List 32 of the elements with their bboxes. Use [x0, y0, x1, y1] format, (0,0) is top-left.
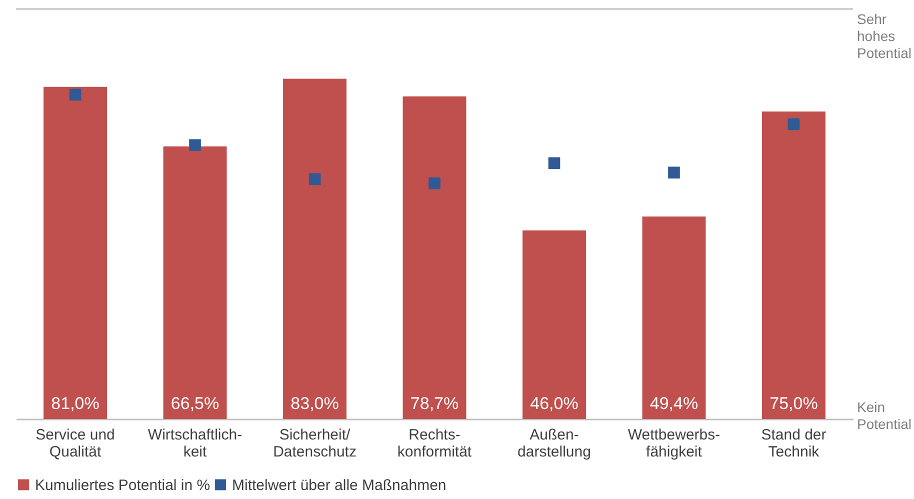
legend-label: Kumuliertes Potential in % — [35, 476, 210, 494]
legend-label: Mittelwert über alle Maßnahmen — [232, 476, 446, 494]
bar — [642, 216, 706, 419]
point — [189, 139, 201, 152]
data-label: 75,0% — [770, 394, 818, 413]
data-label: 66,5% — [170, 394, 220, 413]
x-tick-label: Außen- darstellung — [518, 426, 591, 460]
data-label: 81,0% — [51, 394, 100, 413]
point — [668, 166, 680, 179]
data-label: 49,4% — [650, 394, 698, 413]
x-tick-label: Stand der Technik — [761, 426, 826, 460]
point — [788, 118, 800, 130]
x-tick-label: Rechts- konformität — [397, 426, 472, 460]
bar — [163, 146, 227, 419]
bar — [44, 86, 108, 419]
bar — [402, 96, 466, 419]
x-tick-label: Sicherheit/ Datenschutz — [273, 426, 356, 460]
text: Sehr hohes Potential — [857, 11, 912, 61]
x-tick-label: Wirtschaftlich- keit — [148, 426, 242, 460]
point — [308, 173, 321, 186]
bar — [522, 230, 586, 419]
bar — [762, 112, 826, 419]
data-label: 83,0% — [290, 394, 339, 413]
point — [548, 157, 560, 170]
data-label: 78,7% — [410, 394, 459, 413]
data-label: 46,0% — [530, 394, 578, 413]
bar — [283, 78, 346, 419]
point — [428, 177, 440, 190]
x-tick-label: Wettbewerbs- fähigkeit — [628, 426, 720, 460]
x-tick-label: Service und Qualität — [36, 426, 115, 460]
text: Kein Potential — [857, 399, 912, 432]
point — [69, 88, 82, 101]
